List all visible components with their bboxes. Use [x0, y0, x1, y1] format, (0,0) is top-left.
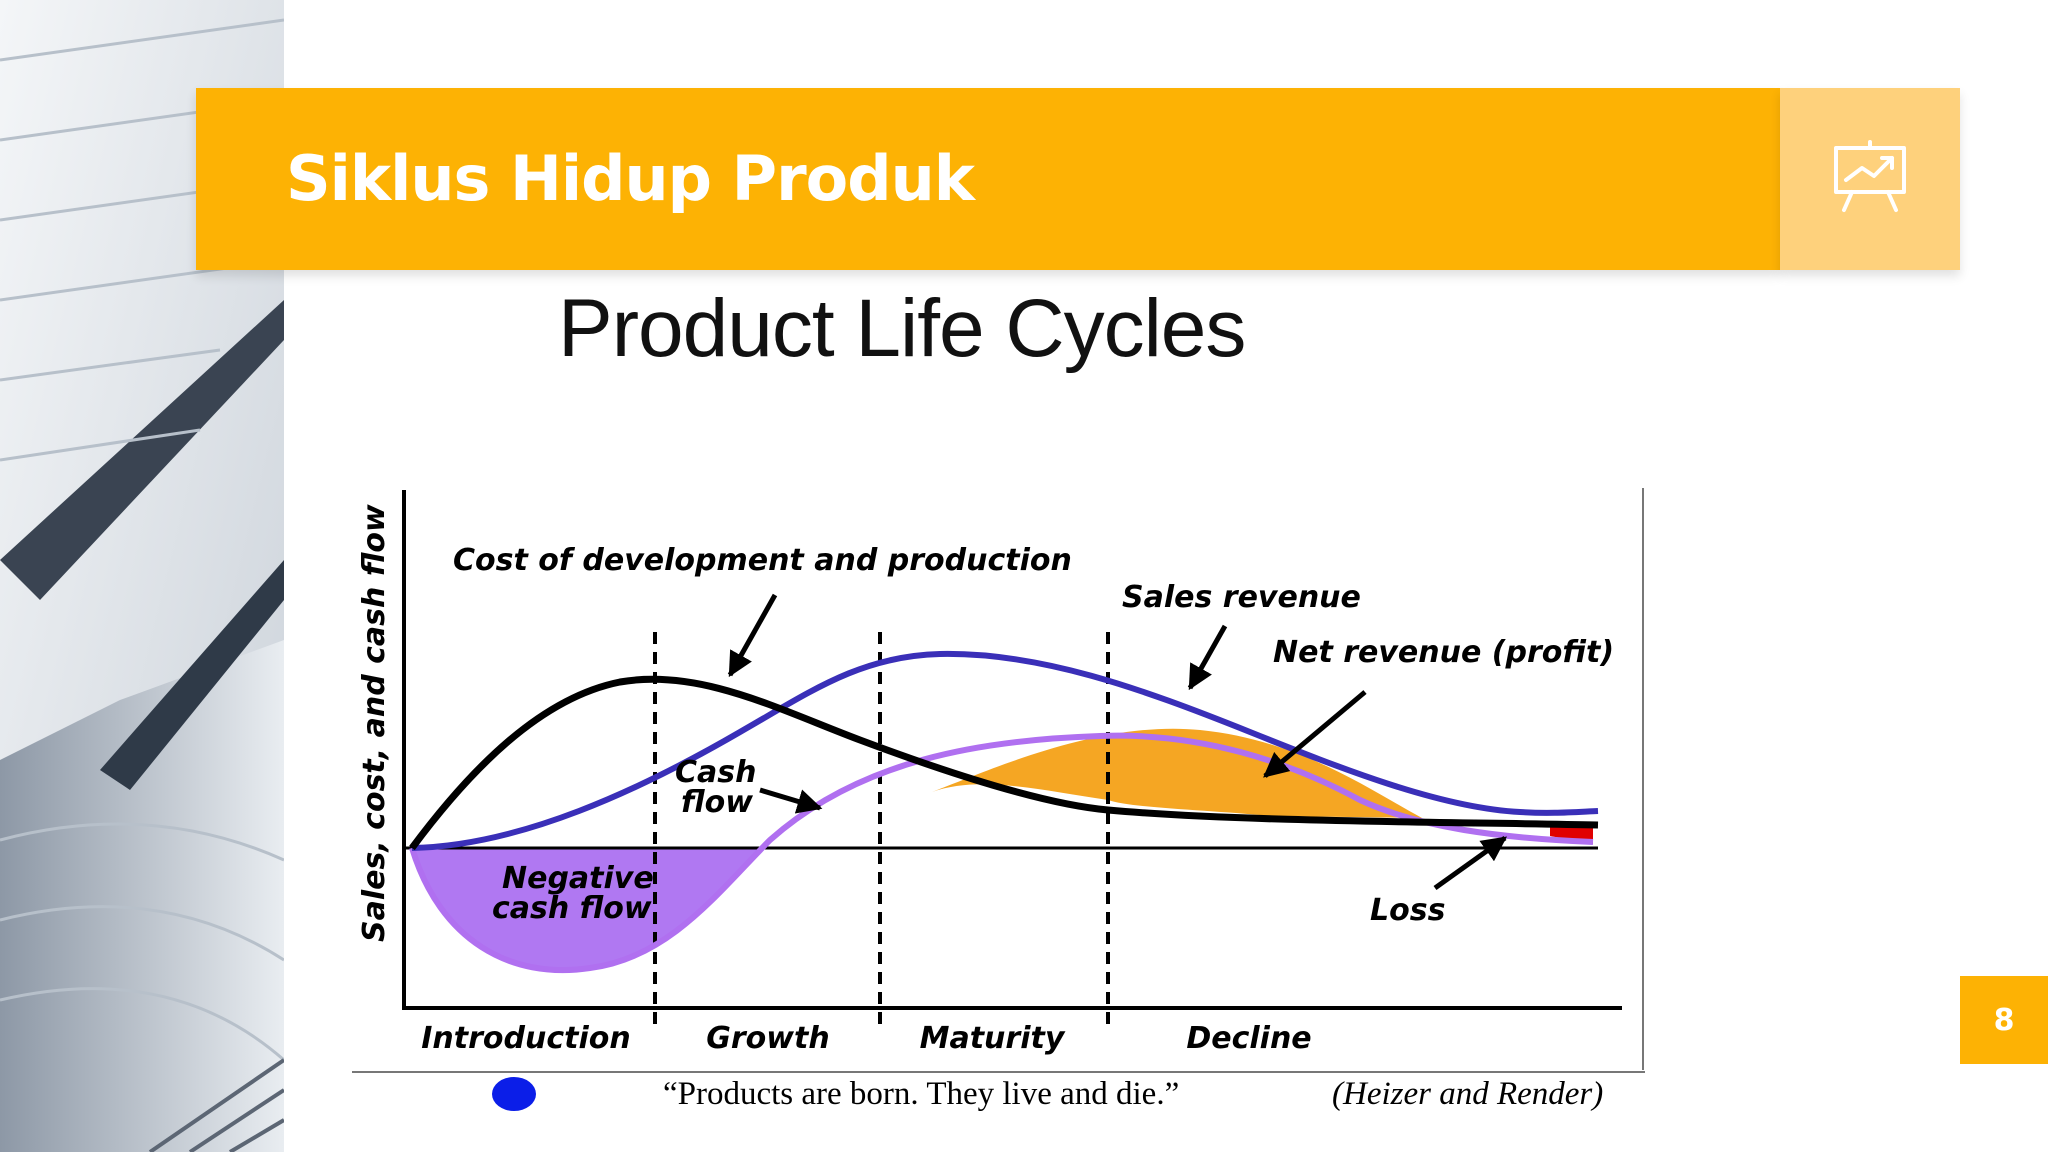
annotation-sales: Sales revenue [1122, 580, 1361, 615]
stage-label: Introduction [421, 1021, 630, 1056]
negative-cash-flow-area [412, 848, 760, 971]
stage-label: Growth [706, 1021, 829, 1056]
quote-citation: (Heizer and Render) [1332, 1076, 1603, 1112]
blue-bullet-icon [492, 1077, 536, 1111]
quote-text: “Products are born. They live and die.” [663, 1076, 1179, 1112]
series-sales-revenue [411, 650, 1599, 851]
annotation-cost: Cost of development and production [453, 543, 1072, 578]
annotation-loss: Loss [1370, 893, 1445, 928]
net-revenue-arrow [1263, 690, 1367, 778]
series-cost [409, 675, 1599, 851]
cash-flow-arrow [759, 787, 823, 814]
net-revenue-area [932, 728, 1422, 818]
stage-label: Maturity [920, 1021, 1066, 1056]
annotation-net-revenue: Net revenue (profit) [1273, 635, 1614, 670]
sales-arrow [1187, 624, 1228, 691]
header-icon-box [1780, 88, 1960, 270]
page-title: Siklus Hidup Produk [286, 142, 975, 215]
page-number-badge: 8 [1960, 976, 2048, 1064]
annotation-negative-line2: cash flow [492, 891, 652, 926]
slide-heading: Product Life Cycles [558, 283, 1246, 374]
product-life-cycle-chart: Cost of development and production Sales… [352, 488, 1645, 1112]
title-bar [196, 88, 1780, 270]
annotation-cash-line2: flow [681, 785, 753, 820]
cost-arrow [727, 593, 778, 678]
y-axis-label: Sales, cost, and cash flow [357, 504, 392, 942]
presentation-chart-icon [1834, 140, 1906, 212]
annotation-negative-line1: Negative [502, 861, 654, 896]
annotation-cash-line1: Cash [675, 755, 756, 790]
loss-arrow [1433, 835, 1508, 891]
stage-label: Decline [1186, 1021, 1311, 1056]
